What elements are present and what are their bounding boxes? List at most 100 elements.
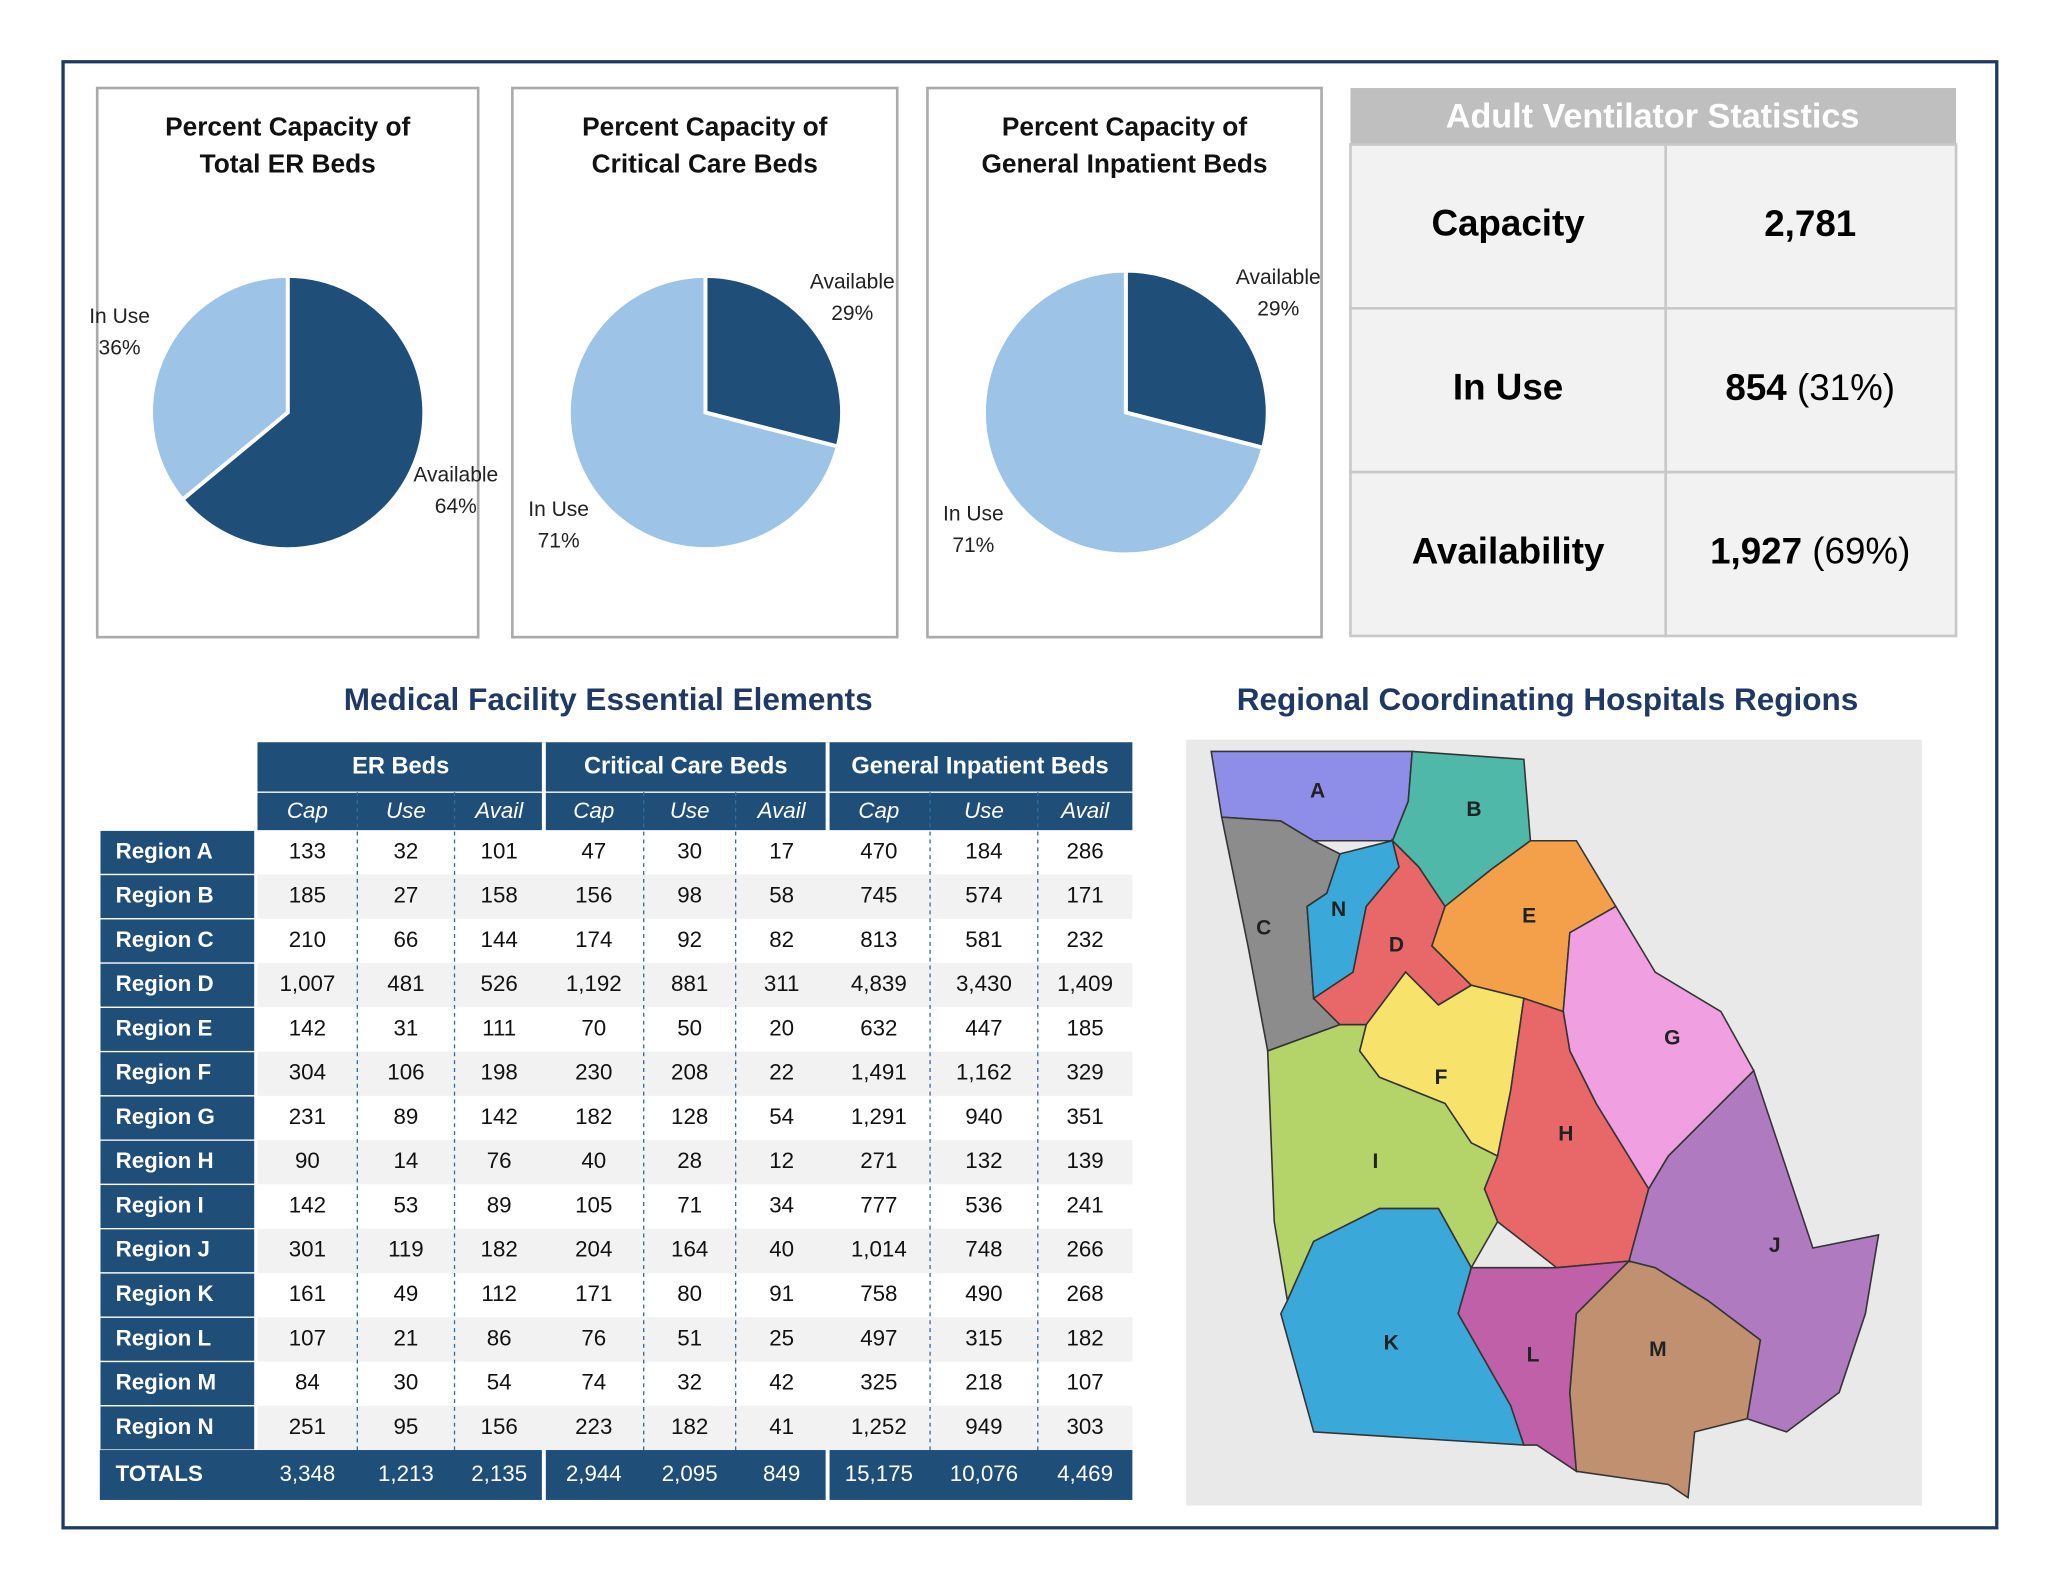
row-bg [257,1007,1133,1052]
table-cell: 329 [1066,1060,1103,1085]
vent-percent: (69%) [1812,530,1910,571]
table-cell: 1,014 [851,1237,907,1262]
table-cell: 89 [393,1104,418,1129]
table-cell: 185 [289,883,326,908]
table-cell: 40 [769,1237,794,1262]
row-bg [257,1228,1133,1273]
table-cell: 1,162 [956,1060,1012,1085]
table-cell: 182 [575,1104,612,1129]
table-cell: 158 [481,883,518,908]
table-cell: 185 [1066,1015,1103,1040]
table-cell: 497 [860,1325,897,1350]
map [1210,750,1880,1499]
table-cell: 156 [575,883,612,908]
table-cell: 536 [965,1192,1002,1217]
row-bg [257,830,1133,875]
slice-category: In Use [528,498,589,521]
table-cell: 105 [575,1192,612,1217]
row-bg [257,874,1133,919]
totals-cell: 1,213 [378,1461,434,1486]
vent-value-text: 854 (31%) [1725,367,1895,408]
table-cell: 53 [393,1192,418,1217]
table-cell: 266 [1066,1237,1103,1262]
table-cell: 30 [393,1370,418,1395]
table-cell: 315 [965,1325,1002,1350]
row-header: Region G [116,1104,215,1129]
table-cell: 84 [295,1370,320,1395]
row-header-bg [99,1050,256,1097]
table-cell: 748 [965,1237,1002,1262]
vent-label: Capacity [1431,203,1585,244]
table-cell: 14 [393,1148,418,1173]
table-cell: 3,430 [956,971,1012,996]
row-header: Region B [116,883,214,908]
table-cell: 101 [481,838,518,863]
row-bg [257,1184,1133,1229]
table-cell: 161 [289,1281,326,1306]
sub-header: Cap [287,798,328,823]
row-header-bg [99,1139,256,1186]
row-bg [257,1140,1133,1185]
row-header: Region M [116,1370,216,1395]
slice-value-label: 71% [952,534,994,557]
row-bg [257,918,1133,964]
row-header: Region F [116,1060,212,1085]
table-cell: 95 [393,1414,418,1439]
table-cell: 481 [387,971,424,996]
table-cell: 22 [769,1060,794,1085]
table-cell: 34 [769,1192,794,1217]
group-header: ER Beds [352,753,449,779]
table-cell: 940 [965,1104,1002,1129]
table-cell: 271 [860,1148,897,1173]
table-cell: 20 [769,1015,794,1040]
pie-slice [982,268,1266,557]
row-bg [257,1051,1133,1096]
table-cell: 182 [671,1414,708,1439]
table-cell: 41 [769,1414,794,1439]
region-label: G [1664,1027,1680,1050]
table-title: Medical Facility Essential Elements [344,681,873,717]
table-cell: 112 [481,1281,517,1306]
table-cell: 133 [289,838,326,863]
sub-header: Cap [573,798,614,823]
table-cell: 76 [581,1325,606,1350]
table-cell: 12 [769,1148,794,1173]
vent-header-bg [1350,88,1957,145]
vent-cell [1664,470,1958,638]
region-label: M [1649,1338,1667,1361]
table-cell: 182 [1066,1325,1103,1350]
row-header-bg [99,962,256,1008]
totals-cell: 4,469 [1057,1461,1113,1486]
table-cell: 1,291 [851,1104,907,1129]
table-cell: 50 [677,1015,702,1040]
sub-header: Avail [1059,798,1110,823]
table-cell: 581 [965,927,1002,952]
region-label: D [1389,933,1404,956]
table-cell: 218 [965,1370,1002,1395]
vent-label: Availability [1412,530,1605,571]
vent-title: Adult Ventilator Statistics [1446,97,1860,135]
totals-cell: 3,348 [279,1461,335,1486]
totals-cell: 2,095 [662,1461,718,1486]
table-cell: 758 [860,1281,897,1306]
totals-cell: 15,175 [845,1461,913,1486]
table-cell: 86 [487,1325,512,1350]
totals-bg [99,1450,1133,1500]
row-bg [257,1361,1133,1406]
table-cell: 303 [1066,1414,1103,1439]
table-cell: 1,252 [851,1414,907,1439]
table-header-bg [257,742,1133,831]
row-header: Region E [116,1015,213,1040]
table-cell: 174 [575,927,612,952]
table-cell: 4,839 [851,971,907,996]
table-cell: 144 [481,927,518,952]
pie-title: Percent Capacity of [582,112,827,142]
slice-value-label: 29% [831,302,873,325]
table-cell: 301 [289,1237,326,1262]
table-cell: 128 [671,1104,708,1129]
table-cell: 30 [677,838,702,863]
row-bg [257,1405,1133,1451]
table-cell: 231 [289,1104,326,1129]
table-cell: 111 [482,1015,516,1040]
table-cell: 164 [671,1237,708,1262]
